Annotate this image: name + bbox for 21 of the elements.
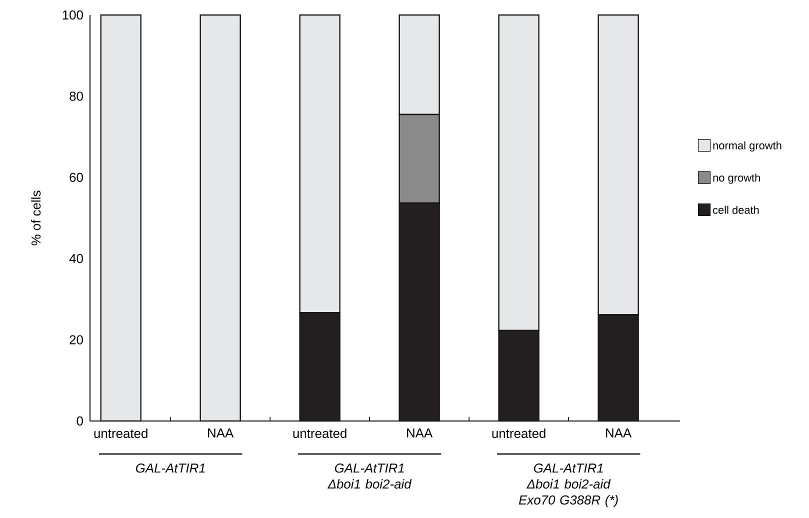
x-tick-label: NAA <box>208 428 234 438</box>
y-tick-label: 100 <box>62 10 83 20</box>
legend-label: no growth <box>713 174 760 184</box>
y-tick-label: 20 <box>70 335 83 344</box>
x-tick-label: untreated <box>94 428 148 438</box>
x-tick-label: untreated <box>492 428 546 438</box>
bar <box>100 14 142 422</box>
y-tick-label: 40 <box>69 254 83 264</box>
text: GAL-AtTIR1 Δboi1 boi2-aid Exo70 G388R (*) <box>518 464 618 508</box>
text: GAL-AtTIR1 Δboi1 boi2-aid <box>328 464 412 489</box>
legend-label: normal growth <box>713 141 782 152</box>
y-tick-label: 60 <box>70 172 83 182</box>
x-tick-label: NAA <box>606 428 632 438</box>
y-tick-label: 0 <box>76 416 83 426</box>
x-tick-label: NAA <box>407 428 433 438</box>
x-tick-label: untreated <box>293 428 346 438</box>
y-axis-title: % of cells <box>31 190 41 246</box>
legend-label: cell death <box>713 206 759 214</box>
text: GAL-AtTIR1 <box>136 464 205 473</box>
bar <box>200 14 241 422</box>
y-tick-label: 80 <box>70 92 83 101</box>
